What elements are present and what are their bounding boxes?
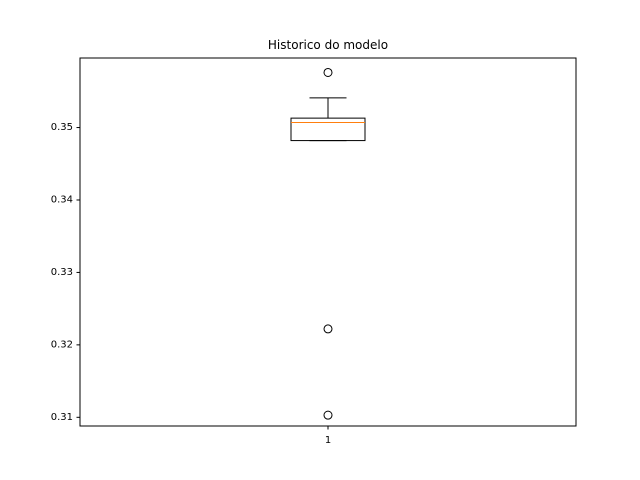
outlier-point <box>323 410 333 420</box>
y-tick-label: 0.31 <box>51 412 73 423</box>
outlier-point <box>323 324 333 334</box>
outlier-point <box>323 67 333 77</box>
chart-title: Historico do modelo <box>268 38 388 52</box>
y-tick-label: 0.34 <box>51 194 73 205</box>
y-tick-label: 0.33 <box>51 267 73 278</box>
box-body <box>290 117 366 142</box>
y-axis: 0.31 0.32 0.33 0.34 0.35 <box>51 122 80 423</box>
box-1 <box>290 67 366 420</box>
y-tick-label: 0.32 <box>51 339 73 350</box>
x-axis: 1 <box>325 426 331 446</box>
x-tick-label: 1 <box>325 435 331 446</box>
plot-marks <box>290 67 366 420</box>
y-tick-label: 0.35 <box>51 122 73 133</box>
